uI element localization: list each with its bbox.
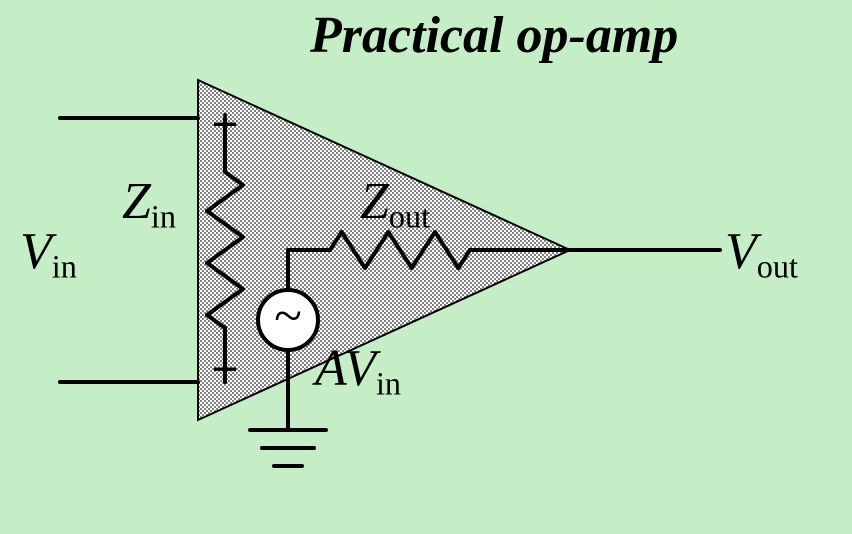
source-tilde-icon: ~ (274, 289, 302, 345)
diagram-title: Practical op-amp (309, 7, 678, 64)
